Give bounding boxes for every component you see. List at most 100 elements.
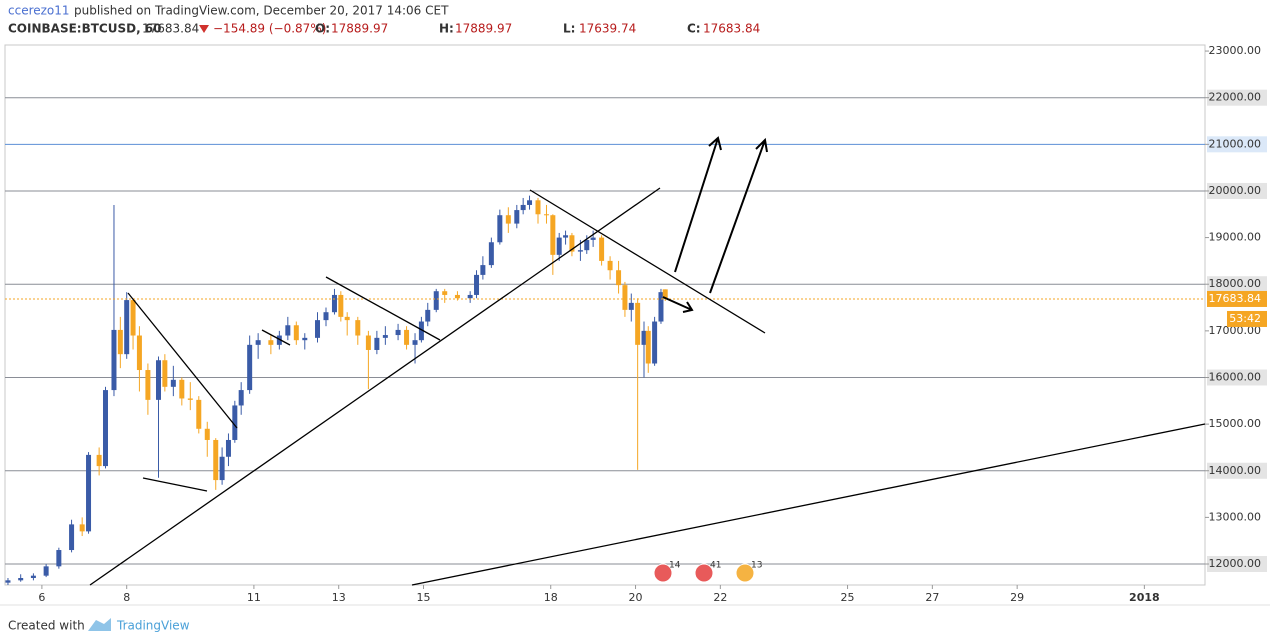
candle-body: [599, 237, 605, 261]
candle-body: [5, 580, 11, 583]
candle-body: [628, 302, 634, 310]
trendline: [261, 329, 291, 346]
candle-body: [196, 399, 202, 429]
event-count: 14: [669, 561, 681, 571]
candle-body: [255, 340, 261, 345]
y-tick-label: 22000.00: [1209, 91, 1262, 104]
y-tick-label: 18000.00: [1209, 277, 1262, 290]
level-label-box: [1207, 89, 1267, 106]
candle-body: [293, 325, 299, 341]
down-arrow: [199, 25, 209, 33]
candle-body: [635, 302, 641, 345]
x-tick-label: 18: [544, 591, 558, 604]
candle-body: [412, 340, 418, 345]
candle-body: [86, 454, 92, 532]
candle-body: [374, 337, 380, 350]
ohlc-label: H:: [439, 22, 454, 36]
candle-body: [577, 250, 583, 252]
ohlc-value: 17639.74: [579, 22, 636, 36]
candle-body: [187, 398, 193, 400]
candle-body: [315, 320, 321, 338]
candle-body: [474, 274, 480, 295]
trendline: [89, 187, 661, 586]
candle-body: [136, 335, 142, 371]
level-label-box: [1207, 462, 1267, 479]
candle-body: [162, 360, 168, 387]
x-tick-label: 20: [629, 591, 643, 604]
candle-body: [145, 370, 151, 400]
arrow: [662, 296, 694, 313]
event-count: 13: [751, 561, 762, 571]
candle-body: [232, 405, 238, 440]
countdown: 53:42: [1229, 312, 1261, 325]
candle-body: [569, 235, 575, 252]
candle-body: [505, 215, 511, 224]
candle-body: [170, 379, 176, 387]
ohlc-label: L:: [563, 22, 575, 36]
candle-body: [535, 200, 541, 215]
last-price-label: 17683.84: [1209, 292, 1262, 305]
candle-body: [219, 456, 225, 481]
candle-body: [454, 294, 460, 299]
last-price: 17683.84: [142, 22, 199, 36]
level-label-box: [1207, 276, 1267, 293]
change: −154.89 (−0.87%): [213, 22, 326, 36]
candle-body: [124, 300, 130, 355]
candle-body: [323, 312, 329, 321]
countdown-box: [1227, 310, 1267, 327]
candle-body: [497, 215, 503, 243]
level-label-box: [1207, 136, 1267, 153]
candle-body: [395, 329, 401, 336]
ohlc-label: O:: [315, 22, 330, 36]
candle-body: [543, 214, 549, 216]
level-label-box: [1207, 369, 1267, 386]
candle-body: [527, 200, 533, 205]
candle-body: [658, 292, 664, 322]
candle-body: [302, 337, 308, 341]
candle-body: [331, 294, 337, 313]
candle-body: [355, 320, 361, 336]
candle-body: [18, 578, 24, 581]
author[interactable]: ccerezo11: [8, 4, 70, 18]
candle-body: [645, 330, 651, 364]
x-tick-label: 6: [38, 591, 45, 604]
candle-body: [488, 242, 494, 266]
x-tick-label: 22: [713, 591, 727, 604]
event-count: 41: [710, 561, 721, 571]
event-icon: [735, 563, 755, 583]
footer-brand[interactable]: TradingView: [116, 619, 190, 633]
trendline: [529, 189, 766, 334]
ohlc-value: 17889.97: [455, 22, 512, 36]
ohlc-label: C:: [687, 22, 701, 36]
x-tick-label: 25: [841, 591, 855, 604]
candle-body: [225, 439, 231, 457]
level-label-box: [1207, 556, 1267, 573]
candle-body: [102, 390, 108, 467]
candle-body: [662, 289, 668, 299]
published-note: published on TradingView.com, December 2…: [74, 4, 449, 18]
y-tick-label: 16000.00: [1209, 370, 1262, 383]
x-tick-label: 15: [417, 591, 431, 604]
candle-body: [285, 325, 291, 336]
tradingview-logo: [88, 618, 111, 631]
trendline: [127, 292, 238, 429]
arrow: [674, 136, 722, 273]
drawings: [89, 136, 1206, 586]
y-tick-label: 23000.00: [1209, 44, 1262, 57]
candle-body: [179, 379, 185, 399]
plot-frame: [4, 44, 1206, 586]
candle-body: [404, 329, 410, 345]
candle-body: [69, 524, 75, 551]
candle-body: [111, 329, 117, 391]
candle-body: [238, 390, 244, 406]
y-tick-label: 15000.00: [1209, 417, 1262, 430]
x-tick-label: 2018: [1129, 591, 1160, 604]
candle-body: [514, 210, 520, 224]
y-tick-label: 14000.00: [1209, 464, 1262, 477]
candle-body: [480, 265, 486, 275]
candle-body: [338, 294, 344, 317]
event-icon: [694, 563, 714, 583]
candle-body: [641, 330, 647, 345]
